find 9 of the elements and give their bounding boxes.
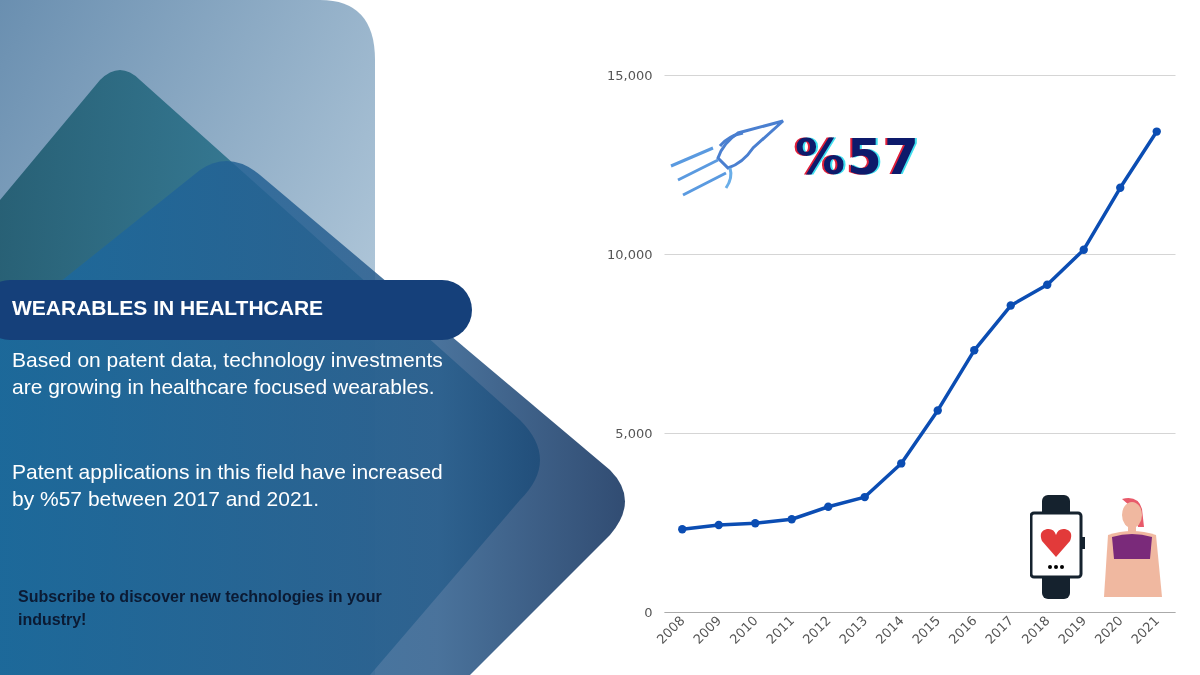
text: Patent applications in this field have increased by %57 between 2017 and 2021.	[12, 459, 444, 512]
y-tick-label: 5,000	[615, 425, 653, 441]
text: Based on patent data, technology investments are growing in healthcare focused wearables.	[12, 347, 444, 400]
annotation: %57	[795, 128, 921, 186]
text: WEARABLES IN HEALTHCARE	[12, 296, 324, 320]
y-tick-label: 15,000	[607, 67, 653, 83]
y-tick-label: 0	[644, 604, 653, 620]
text: Subscribe to discover new technologies in your industry!	[18, 587, 383, 630]
y-tick-label: 10,000	[607, 246, 653, 262]
